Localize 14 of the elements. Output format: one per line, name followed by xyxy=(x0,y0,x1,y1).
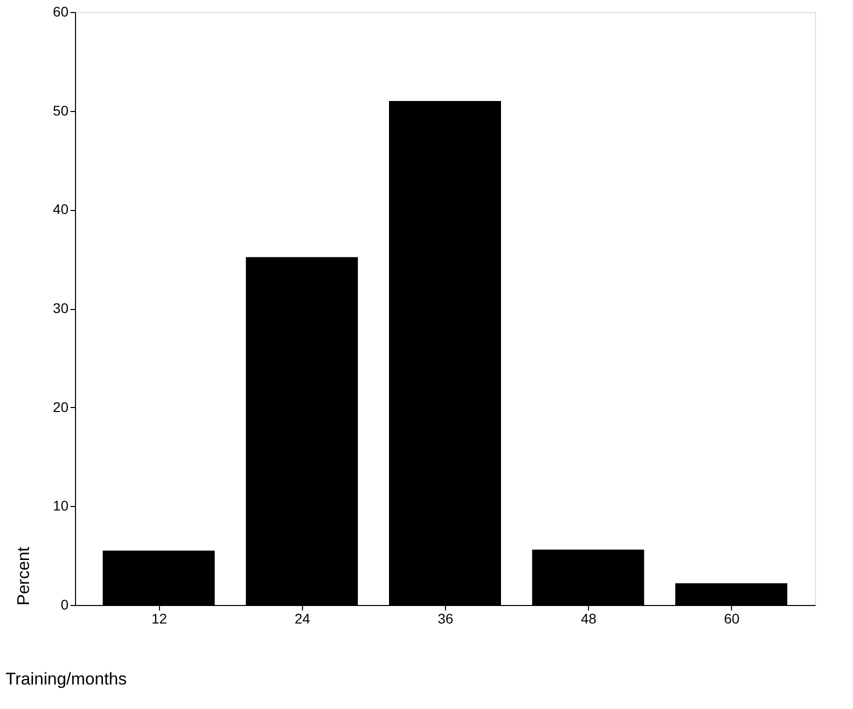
x-tick-label: 12 xyxy=(151,610,168,626)
y-tick-label: 40 xyxy=(52,201,69,218)
y-tick-label: 60 xyxy=(52,4,69,20)
x-tick-label: 36 xyxy=(438,610,454,626)
y-tick-label: 10 xyxy=(52,498,69,514)
y-tick-label: 30 xyxy=(52,300,69,316)
y-tick-label: 0 xyxy=(60,596,69,612)
y-tick-label: 20 xyxy=(52,398,69,415)
x-tick-label: 48 xyxy=(580,610,597,626)
x-tick-label: 60 xyxy=(724,610,740,626)
y-axis-title: Percent xyxy=(14,546,33,606)
x-axis-title: Training/months xyxy=(6,670,127,688)
x-tick-label: 24 xyxy=(294,610,310,626)
y-tick-label: 50 xyxy=(52,102,69,118)
